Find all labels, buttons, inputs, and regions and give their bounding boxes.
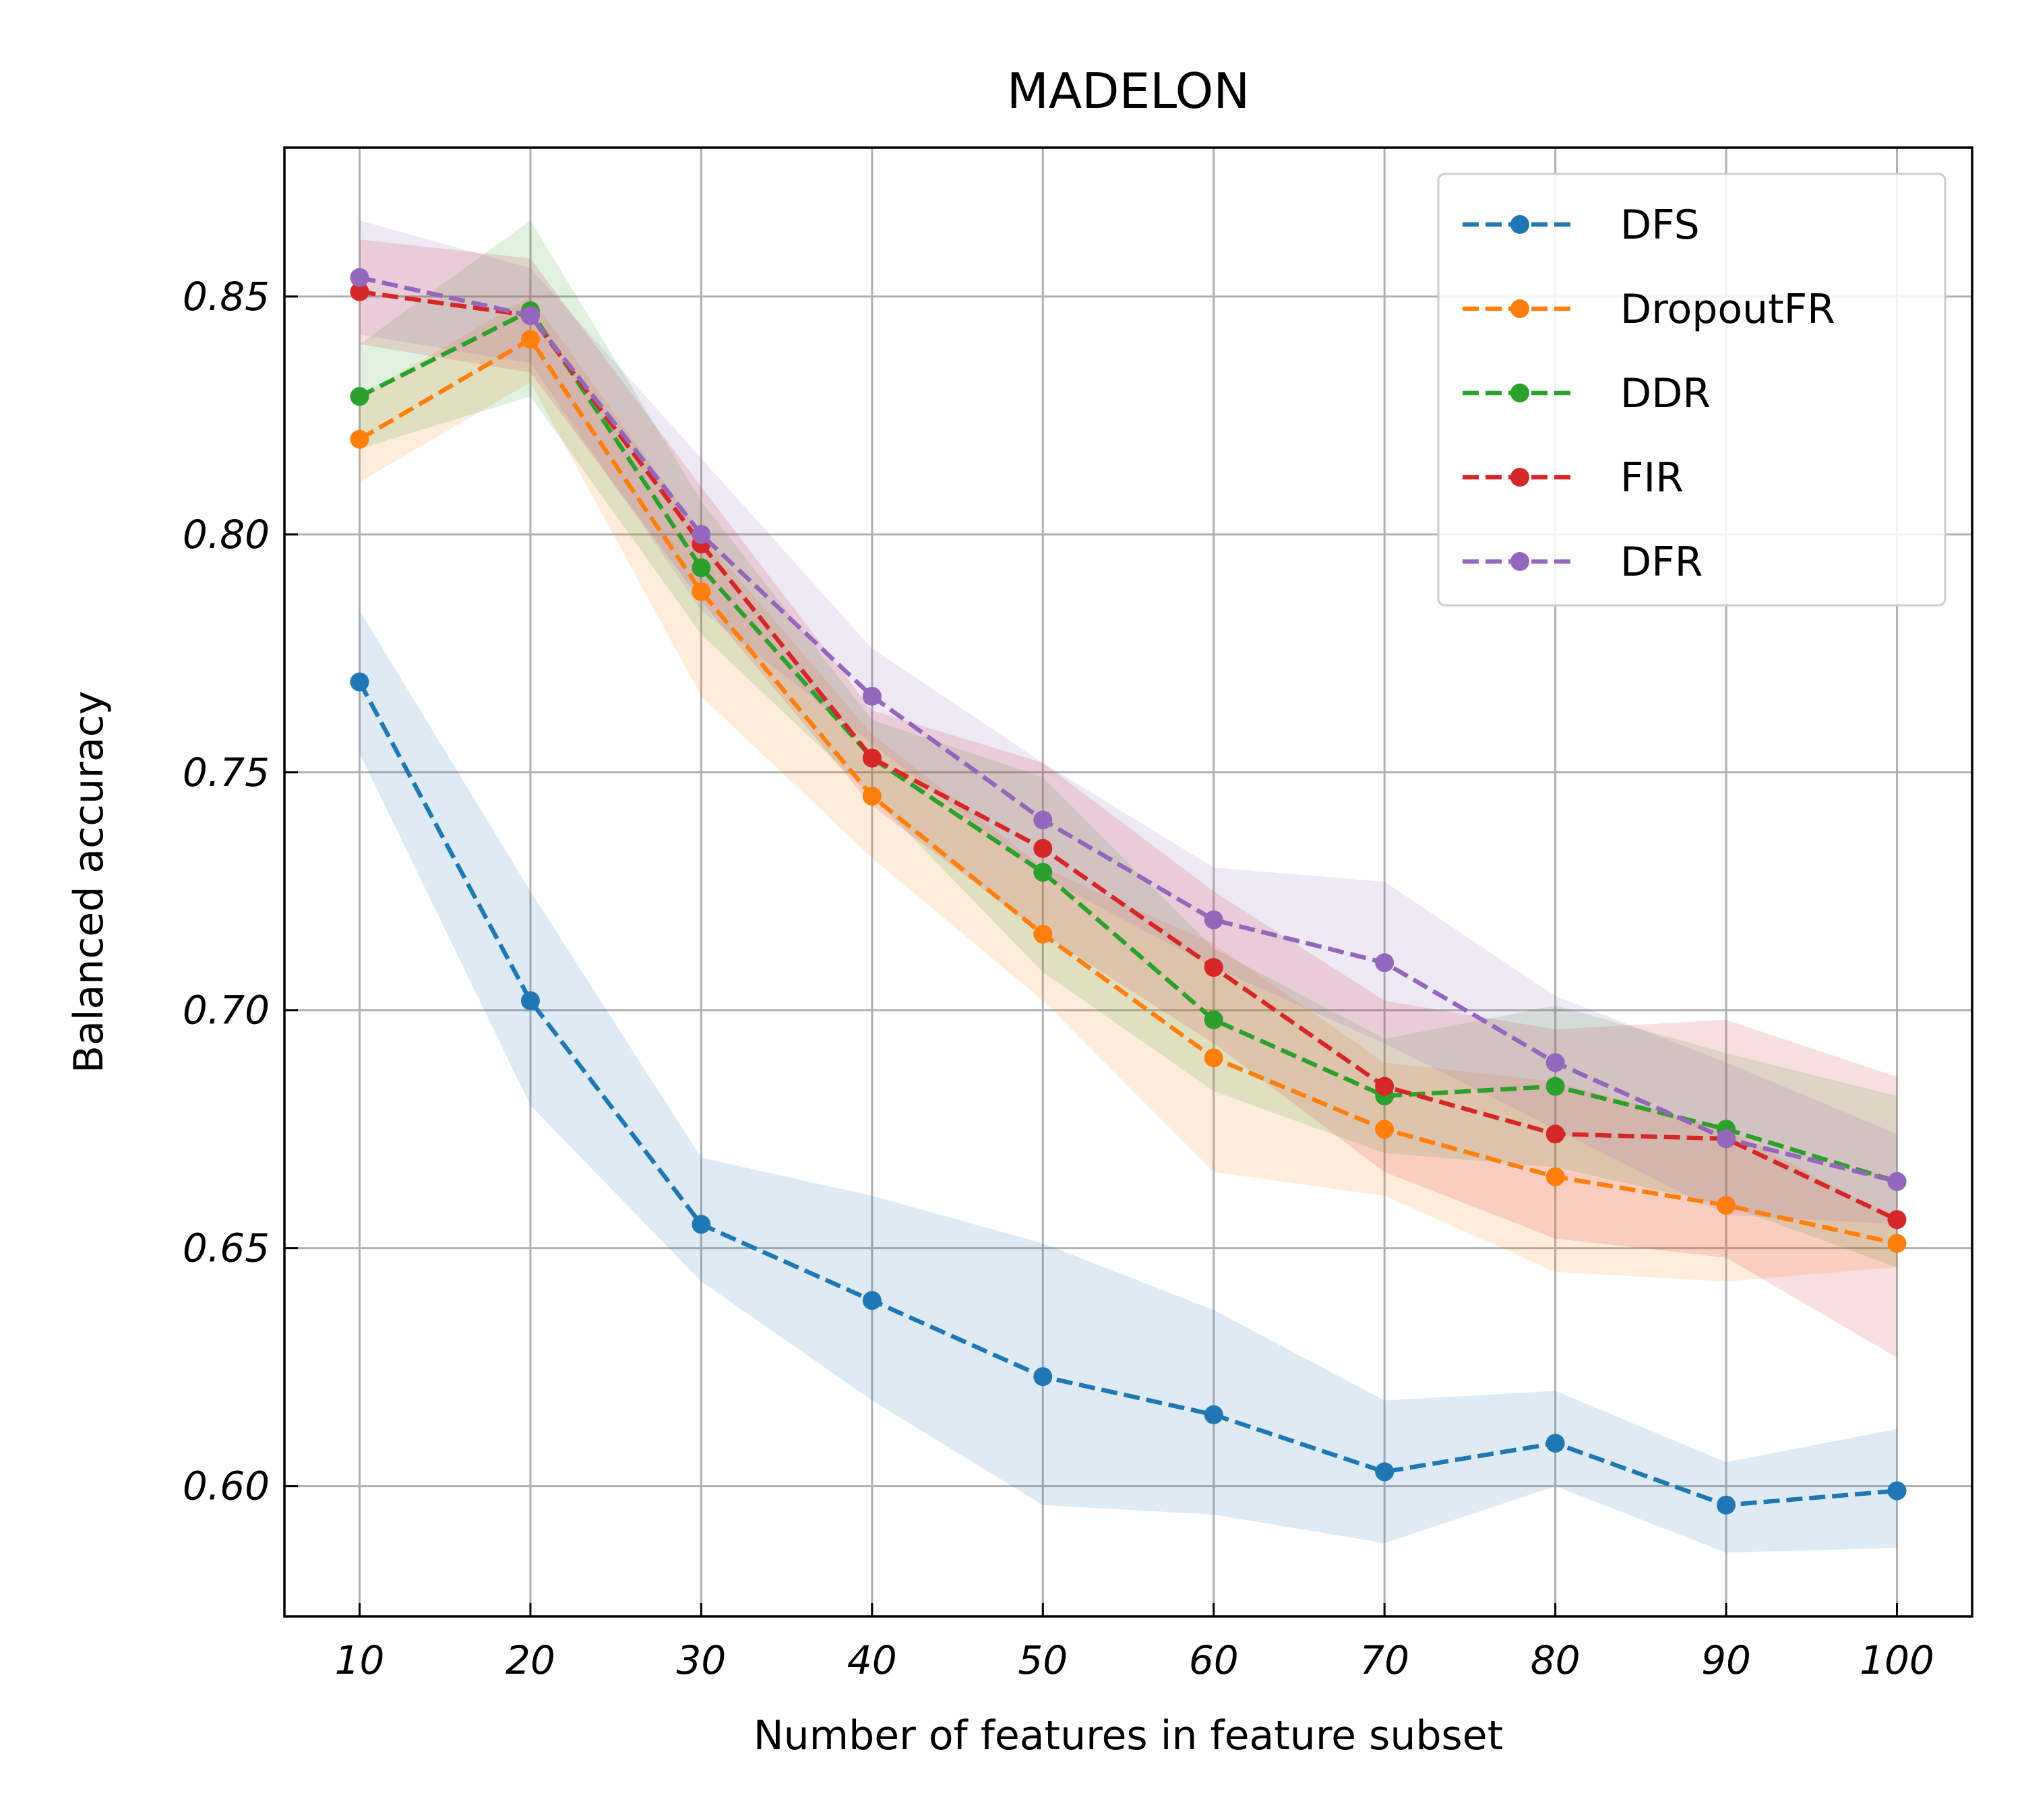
y-tick-label: 0.70 <box>183 988 270 1033</box>
axis-ticks: 10 20 30 40 50 60 70 80 90 100 0.60 0.65 0.70 0.75 0.8… <box>183 274 1934 1683</box>
x-tick-label: 30 <box>676 1637 726 1683</box>
x-tick-label: 90 <box>1701 1637 1751 1683</box>
x-tick-label: 80 <box>1531 1637 1581 1683</box>
y-axis-label: Balanced accuracy <box>65 691 113 1073</box>
series-line-dfr <box>359 275 1898 1184</box>
point-dfs <box>1545 1434 1565 1453</box>
point-dfr <box>692 524 711 544</box>
point-dfs <box>692 1215 711 1234</box>
x-tick-label: 60 <box>1189 1637 1239 1683</box>
point-dfs <box>1033 1367 1053 1387</box>
point-dfr <box>1375 953 1395 973</box>
x-tick-label: 100 <box>1860 1637 1934 1683</box>
point-dfr <box>1033 810 1053 830</box>
legend-marker-dropoutfr <box>1510 299 1529 318</box>
point-dfs <box>350 672 369 692</box>
legend-frame <box>1437 173 1947 607</box>
point-dfr <box>1887 1172 1907 1191</box>
y-tick-label: 0.80 <box>183 512 270 557</box>
point-dropoutfr <box>350 429 369 449</box>
y-tick-label: 0.85 <box>183 274 270 320</box>
legend-label-fir: FIR <box>1620 454 1684 502</box>
point-fir <box>862 748 882 768</box>
legend-label-dropoutfr: DropoutFR <box>1620 286 1835 333</box>
point-dropoutfr <box>1887 1234 1907 1253</box>
point-fir <box>1033 839 1053 858</box>
legend: DFS DropoutFR DDR FIR DFR <box>1437 173 1947 607</box>
chart-title: MADELON <box>1007 63 1250 119</box>
band-fir <box>359 239 1897 1358</box>
point-dropoutfr <box>692 582 711 601</box>
point-dfr <box>350 268 369 287</box>
y-tick-label: 0.75 <box>183 750 270 795</box>
legend-marker-dfr <box>1510 552 1529 571</box>
point-dropoutfr <box>1204 1048 1223 1068</box>
point-ddr <box>1204 1010 1223 1029</box>
point-dropoutfr <box>1375 1120 1395 1139</box>
legend-label-ddr: DDR <box>1620 370 1711 417</box>
point-dfs <box>1375 1462 1395 1482</box>
series-line-dropoutfr <box>358 337 1898 1246</box>
point-dfs <box>1887 1481 1907 1500</box>
x-tick-label: 20 <box>506 1637 555 1683</box>
point-dropoutfr <box>1033 924 1053 944</box>
point-dropoutfr <box>862 787 882 806</box>
y-tick-label: 0.60 <box>183 1463 270 1509</box>
confidence-bands <box>359 220 1897 1553</box>
point-dfr <box>862 686 882 706</box>
legend-marker-ddr <box>1510 384 1529 402</box>
band-dfr <box>359 220 1897 1225</box>
legend-label-dfr: DFR <box>1620 539 1703 586</box>
point-dfs <box>1717 1495 1736 1515</box>
x-tick-label: 40 <box>847 1637 897 1683</box>
point-fir <box>1204 958 1223 977</box>
point-ddr <box>692 558 711 578</box>
point-ddr <box>350 387 369 406</box>
series-line-dfs <box>357 681 1897 1508</box>
x-tick-label: 70 <box>1359 1637 1409 1683</box>
point-dfr <box>1204 910 1223 930</box>
band-ddr <box>359 220 1897 1267</box>
point-fir <box>1887 1210 1907 1230</box>
band-dfs <box>359 610 1897 1553</box>
x-axis-label: Number of features in feature subset <box>754 1712 1504 1759</box>
point-dfr <box>1717 1129 1736 1149</box>
point-dfs <box>1204 1405 1223 1424</box>
legend-marker-fir <box>1510 468 1529 487</box>
point-dfs <box>520 991 540 1010</box>
point-ddr <box>1033 863 1053 882</box>
point-dropoutfr <box>1717 1196 1736 1215</box>
x-tick-label: 50 <box>1018 1637 1068 1683</box>
point-dfs <box>862 1291 882 1310</box>
series-line-ddr <box>359 308 1898 1184</box>
plot-frame <box>283 146 1973 1618</box>
point-fir <box>1545 1124 1565 1144</box>
point-fir <box>350 282 369 301</box>
point-ddr <box>1545 1076 1565 1096</box>
y-tick-label: 0.65 <box>183 1225 270 1271</box>
legend-marker-dfs <box>1510 215 1529 234</box>
point-dfr <box>520 306 540 326</box>
point-dropoutfr <box>520 330 540 349</box>
band-dropoutfr <box>359 296 1897 1282</box>
point-dfr <box>1545 1053 1565 1072</box>
x-tick-label: 10 <box>335 1637 385 1683</box>
series-lines <box>350 268 1907 1515</box>
point-fir <box>1375 1076 1395 1096</box>
point-dropoutfr <box>1545 1167 1565 1186</box>
legend-label-dfs: DFS <box>1620 202 1700 249</box>
